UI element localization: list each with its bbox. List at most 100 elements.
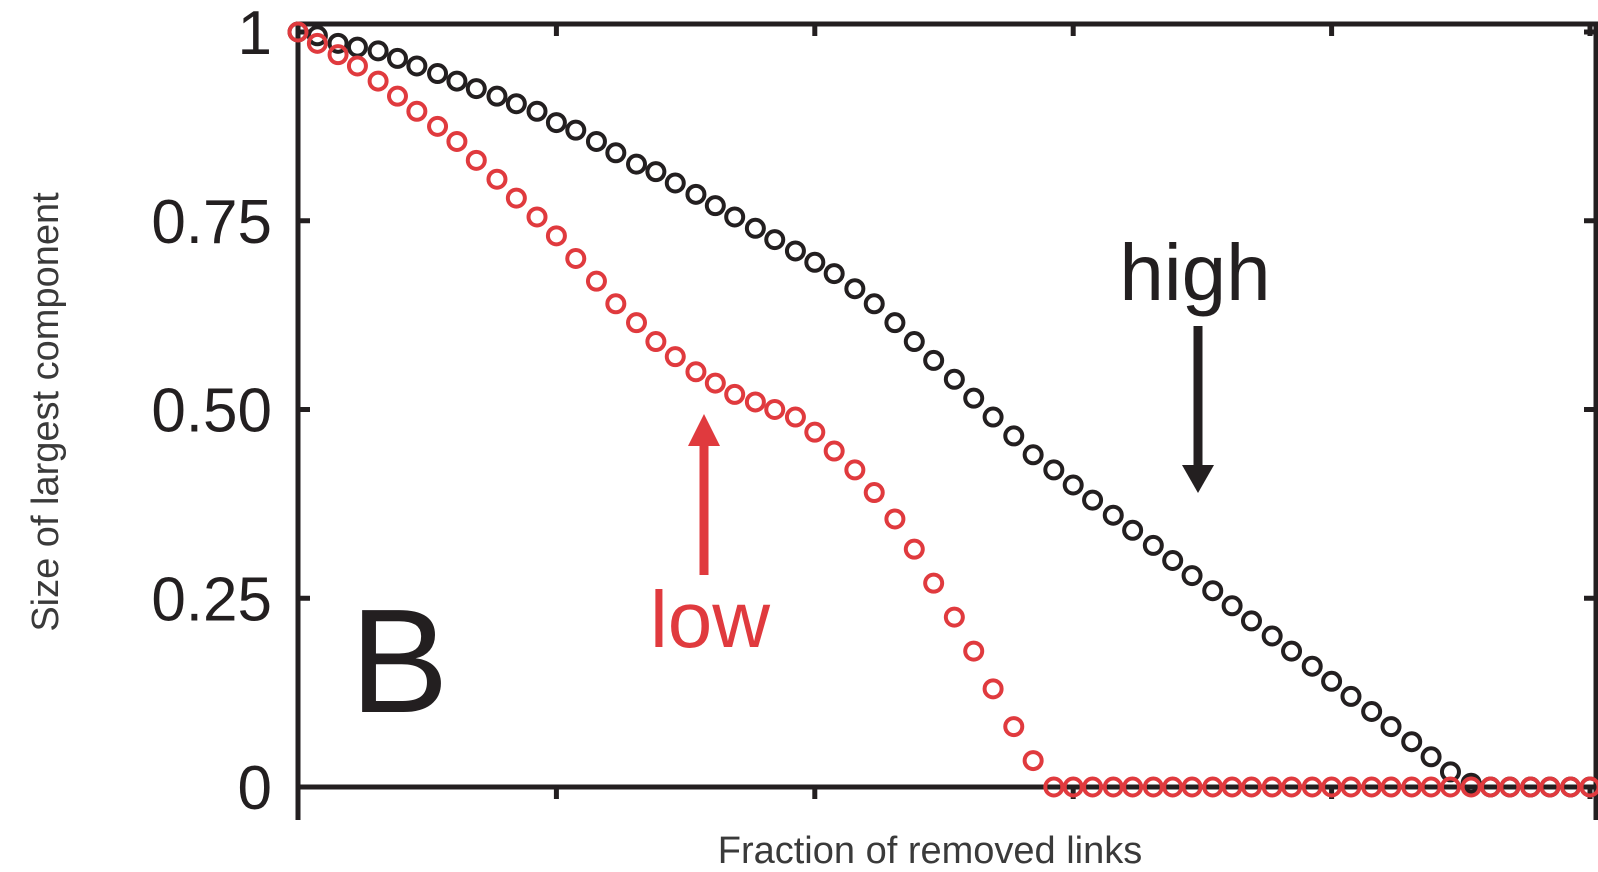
- data-point-low: [427, 115, 449, 137]
- data-point-low: [1102, 776, 1124, 798]
- data-point-high: [465, 78, 487, 100]
- data-point-low: [704, 372, 726, 394]
- data-point-high: [486, 85, 508, 107]
- data-point-high: [565, 119, 587, 141]
- data-point-low: [1281, 776, 1303, 798]
- data-point-low: [1003, 716, 1025, 738]
- data-point-low: [386, 85, 408, 107]
- data-point-low: [585, 270, 607, 292]
- data-point-low: [784, 406, 806, 428]
- data-point-low: [1539, 776, 1561, 798]
- data-point-high: [1261, 625, 1283, 647]
- data-point-high: [327, 32, 349, 54]
- data-point-high: [446, 70, 468, 92]
- data-point-high: [1321, 670, 1343, 692]
- data-point-high: [963, 387, 985, 409]
- data-point-high: [1202, 580, 1224, 602]
- data-point-low: [744, 391, 766, 413]
- data-point-low: [1520, 776, 1542, 798]
- data-point-low: [982, 678, 1004, 700]
- data-point-low: [645, 331, 667, 353]
- data-point-high: [863, 293, 885, 315]
- data-point-high: [685, 183, 707, 205]
- annotation-low: low: [650, 414, 770, 664]
- data-point-low: [526, 206, 548, 228]
- data-point-low: [1082, 776, 1104, 798]
- data-point-low: [1202, 776, 1224, 798]
- data-point-high: [1420, 746, 1442, 768]
- data-point-high: [1181, 565, 1203, 587]
- data-point-low: [1560, 776, 1582, 798]
- data-point-high: [764, 229, 786, 251]
- series-layer: [287, 21, 1598, 798]
- data-point-high: [545, 112, 567, 134]
- annotation-low-label: low: [650, 575, 770, 664]
- data-point-low: [1480, 776, 1502, 798]
- data-point-high: [982, 406, 1004, 428]
- data-point-low: [1261, 776, 1283, 798]
- data-point-low: [1142, 776, 1164, 798]
- data-point-low: [327, 44, 349, 66]
- data-point-high: [804, 251, 826, 273]
- data-point-high: [1043, 459, 1065, 481]
- data-point-high: [1361, 701, 1383, 722]
- data-point-low: [1221, 776, 1243, 798]
- data-point-high: [386, 47, 408, 69]
- data-point-high: [505, 93, 527, 115]
- data-point-high: [1122, 519, 1144, 541]
- y-tick-label: 1: [238, 0, 272, 68]
- data-point-low: [1361, 776, 1383, 798]
- data-point-low: [1122, 776, 1144, 798]
- data-point-low: [346, 55, 368, 77]
- data-point-high: [823, 263, 845, 285]
- data-point-low: [1062, 776, 1084, 798]
- data-point-high: [1022, 444, 1044, 466]
- data-point-low: [1181, 776, 1203, 798]
- data-point-low: [605, 293, 627, 315]
- data-point-low: [486, 168, 508, 190]
- data-point-low: [626, 312, 648, 334]
- data-point-low: [724, 383, 746, 405]
- data-point-high: [844, 278, 866, 300]
- data-point-high: [1082, 489, 1104, 511]
- data-point-low: [1162, 776, 1184, 798]
- data-point-high: [645, 161, 667, 183]
- data-point-high: [427, 63, 449, 85]
- series-high: [287, 21, 1598, 798]
- data-point-low: [406, 100, 428, 122]
- data-point-high: [1401, 731, 1423, 753]
- data-point-low: [1022, 750, 1044, 772]
- data-point-low: [1499, 776, 1521, 798]
- annotation-high-arrowhead: [1182, 465, 1214, 493]
- data-point-low: [1301, 776, 1323, 798]
- data-point-low: [963, 640, 985, 662]
- data-point-low: [1439, 776, 1461, 798]
- y-tick-label: 0: [238, 754, 272, 823]
- data-point-high: [526, 100, 548, 122]
- y-tick-label: 0.50: [151, 377, 272, 446]
- plot-frame: [295, 21, 1598, 820]
- data-point-high: [744, 217, 766, 239]
- data-point-high: [605, 142, 627, 164]
- data-point-high: [1102, 504, 1124, 526]
- data-point-low: [1043, 776, 1065, 798]
- data-point-high: [1281, 640, 1303, 662]
- data-point-high: [943, 368, 965, 390]
- data-point-low: [943, 606, 965, 628]
- data-point-low: [903, 538, 925, 560]
- data-point-low: [1240, 776, 1262, 798]
- data-point-low: [884, 508, 906, 530]
- data-point-low: [505, 187, 527, 209]
- y-tick-label: 0.75: [151, 188, 272, 257]
- data-point-high: [884, 312, 906, 334]
- data-point-low: [1579, 776, 1598, 798]
- data-point-high: [1003, 425, 1025, 447]
- series-low: [287, 21, 1598, 798]
- data-point-high: [1221, 595, 1243, 617]
- data-point-low: [664, 346, 686, 368]
- data-point-low: [1321, 776, 1343, 798]
- data-point-high: [1380, 716, 1402, 738]
- data-point-low: [1420, 776, 1442, 798]
- y-axis-title: Size of largest component: [25, 192, 67, 632]
- data-point-low: [545, 225, 567, 247]
